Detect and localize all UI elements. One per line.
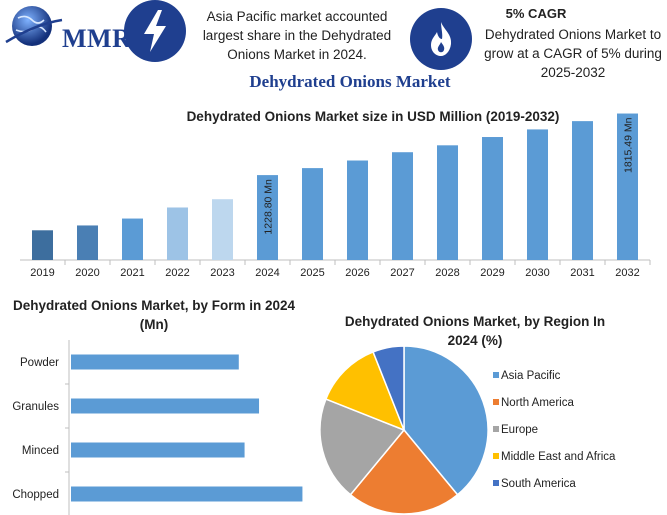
cagr-info: Dehydrated Onions Market to grow at a CA…: [484, 27, 662, 80]
region-chart-title: Dehydrated Onions Market, by Region In 2…: [344, 314, 606, 348]
form-bar-granules: [71, 398, 260, 414]
page-title: Dehydrated Onions Market: [249, 72, 451, 91]
x-tick-label-2021: 2021: [120, 267, 144, 279]
legend-swatch-south-america: [493, 480, 499, 486]
form-label-minced: Minced: [22, 445, 59, 457]
bar-2023: [212, 199, 233, 260]
pie-slice-middle-east-and-africa: [324, 350, 406, 432]
legend-swatch-north-america: [493, 399, 499, 405]
form-label-chopped: Chopped: [12, 489, 59, 501]
x-tick-label-2032: 2032: [615, 267, 639, 279]
x-tick-label-2029: 2029: [480, 267, 504, 279]
form-bar-minced: [71, 442, 245, 458]
bar-2021: [122, 218, 143, 260]
form-bar-chopped: [71, 486, 303, 502]
data-label-2024: 1228.80 Mn: [263, 179, 275, 235]
bar-2030: [527, 129, 548, 260]
legend-label-europe: Europe: [501, 424, 538, 436]
form-bar-powder: [71, 354, 239, 370]
bar-2028: [437, 145, 458, 260]
pie-slice-south-america: [372, 345, 405, 431]
legend-label-middle-east-and-africa: Middle East and Africa: [501, 451, 616, 463]
bar-2020: [77, 225, 98, 260]
bar-2019: [32, 230, 53, 260]
legend-swatch-asia-pacific: [493, 372, 499, 378]
logo-text: MMR: [62, 24, 132, 53]
bar-2026: [347, 160, 368, 260]
legend-swatch-middle-east-and-africa: [493, 453, 499, 459]
lightning-icon: [124, 0, 186, 62]
bar-2031: [572, 121, 593, 260]
form-label-granules: Granules: [12, 401, 59, 413]
pie-slice-north-america: [349, 428, 459, 515]
bar-2024: [257, 175, 278, 260]
bar-2029: [482, 137, 503, 260]
x-tick-label-2019: 2019: [30, 267, 54, 279]
bar-2025: [302, 168, 323, 260]
data-label-2032: 1815.49 Mn: [623, 117, 635, 173]
cagr-title: 5% CAGR: [505, 6, 567, 21]
mmr-logo: MMR: [4, 2, 131, 54]
pie-slice-europe: [319, 398, 406, 496]
bar-2032: [617, 113, 638, 260]
x-tick-label-2023: 2023: [210, 267, 234, 279]
x-tick-label-2024: 2024: [255, 267, 279, 279]
form-chart-title: Dehydrated Onions Market, by Form in 202…: [12, 298, 296, 332]
x-tick-label-2022: 2022: [165, 267, 189, 279]
form-label-powder: Powder: [20, 357, 59, 369]
flame-icon: [410, 8, 472, 70]
legend-label-south-america: South America: [501, 478, 576, 490]
x-tick-label-2026: 2026: [345, 267, 369, 279]
bar-2027: [392, 152, 413, 260]
x-tick-label-2025: 2025: [300, 267, 324, 279]
x-tick-label-2028: 2028: [435, 267, 459, 279]
market-share-info: Asia Pacific market accounted largest sh…: [202, 9, 392, 62]
legend-swatch-europe: [493, 426, 499, 432]
x-tick-label-2020: 2020: [75, 267, 99, 279]
x-tick-label-2030: 2030: [525, 267, 549, 279]
bar-2022: [167, 207, 188, 260]
legend-label-asia-pacific: Asia Pacific: [501, 370, 561, 382]
pie-slice-asia-pacific: [403, 345, 489, 496]
x-tick-label-2027: 2027: [390, 267, 414, 279]
x-tick-label-2031: 2031: [570, 267, 594, 279]
legend-label-north-america: North America: [501, 397, 574, 409]
bar-chart-title: Dehydrated Onions Market size in USD Mil…: [186, 109, 560, 124]
globe-icon: [5, 6, 63, 46]
